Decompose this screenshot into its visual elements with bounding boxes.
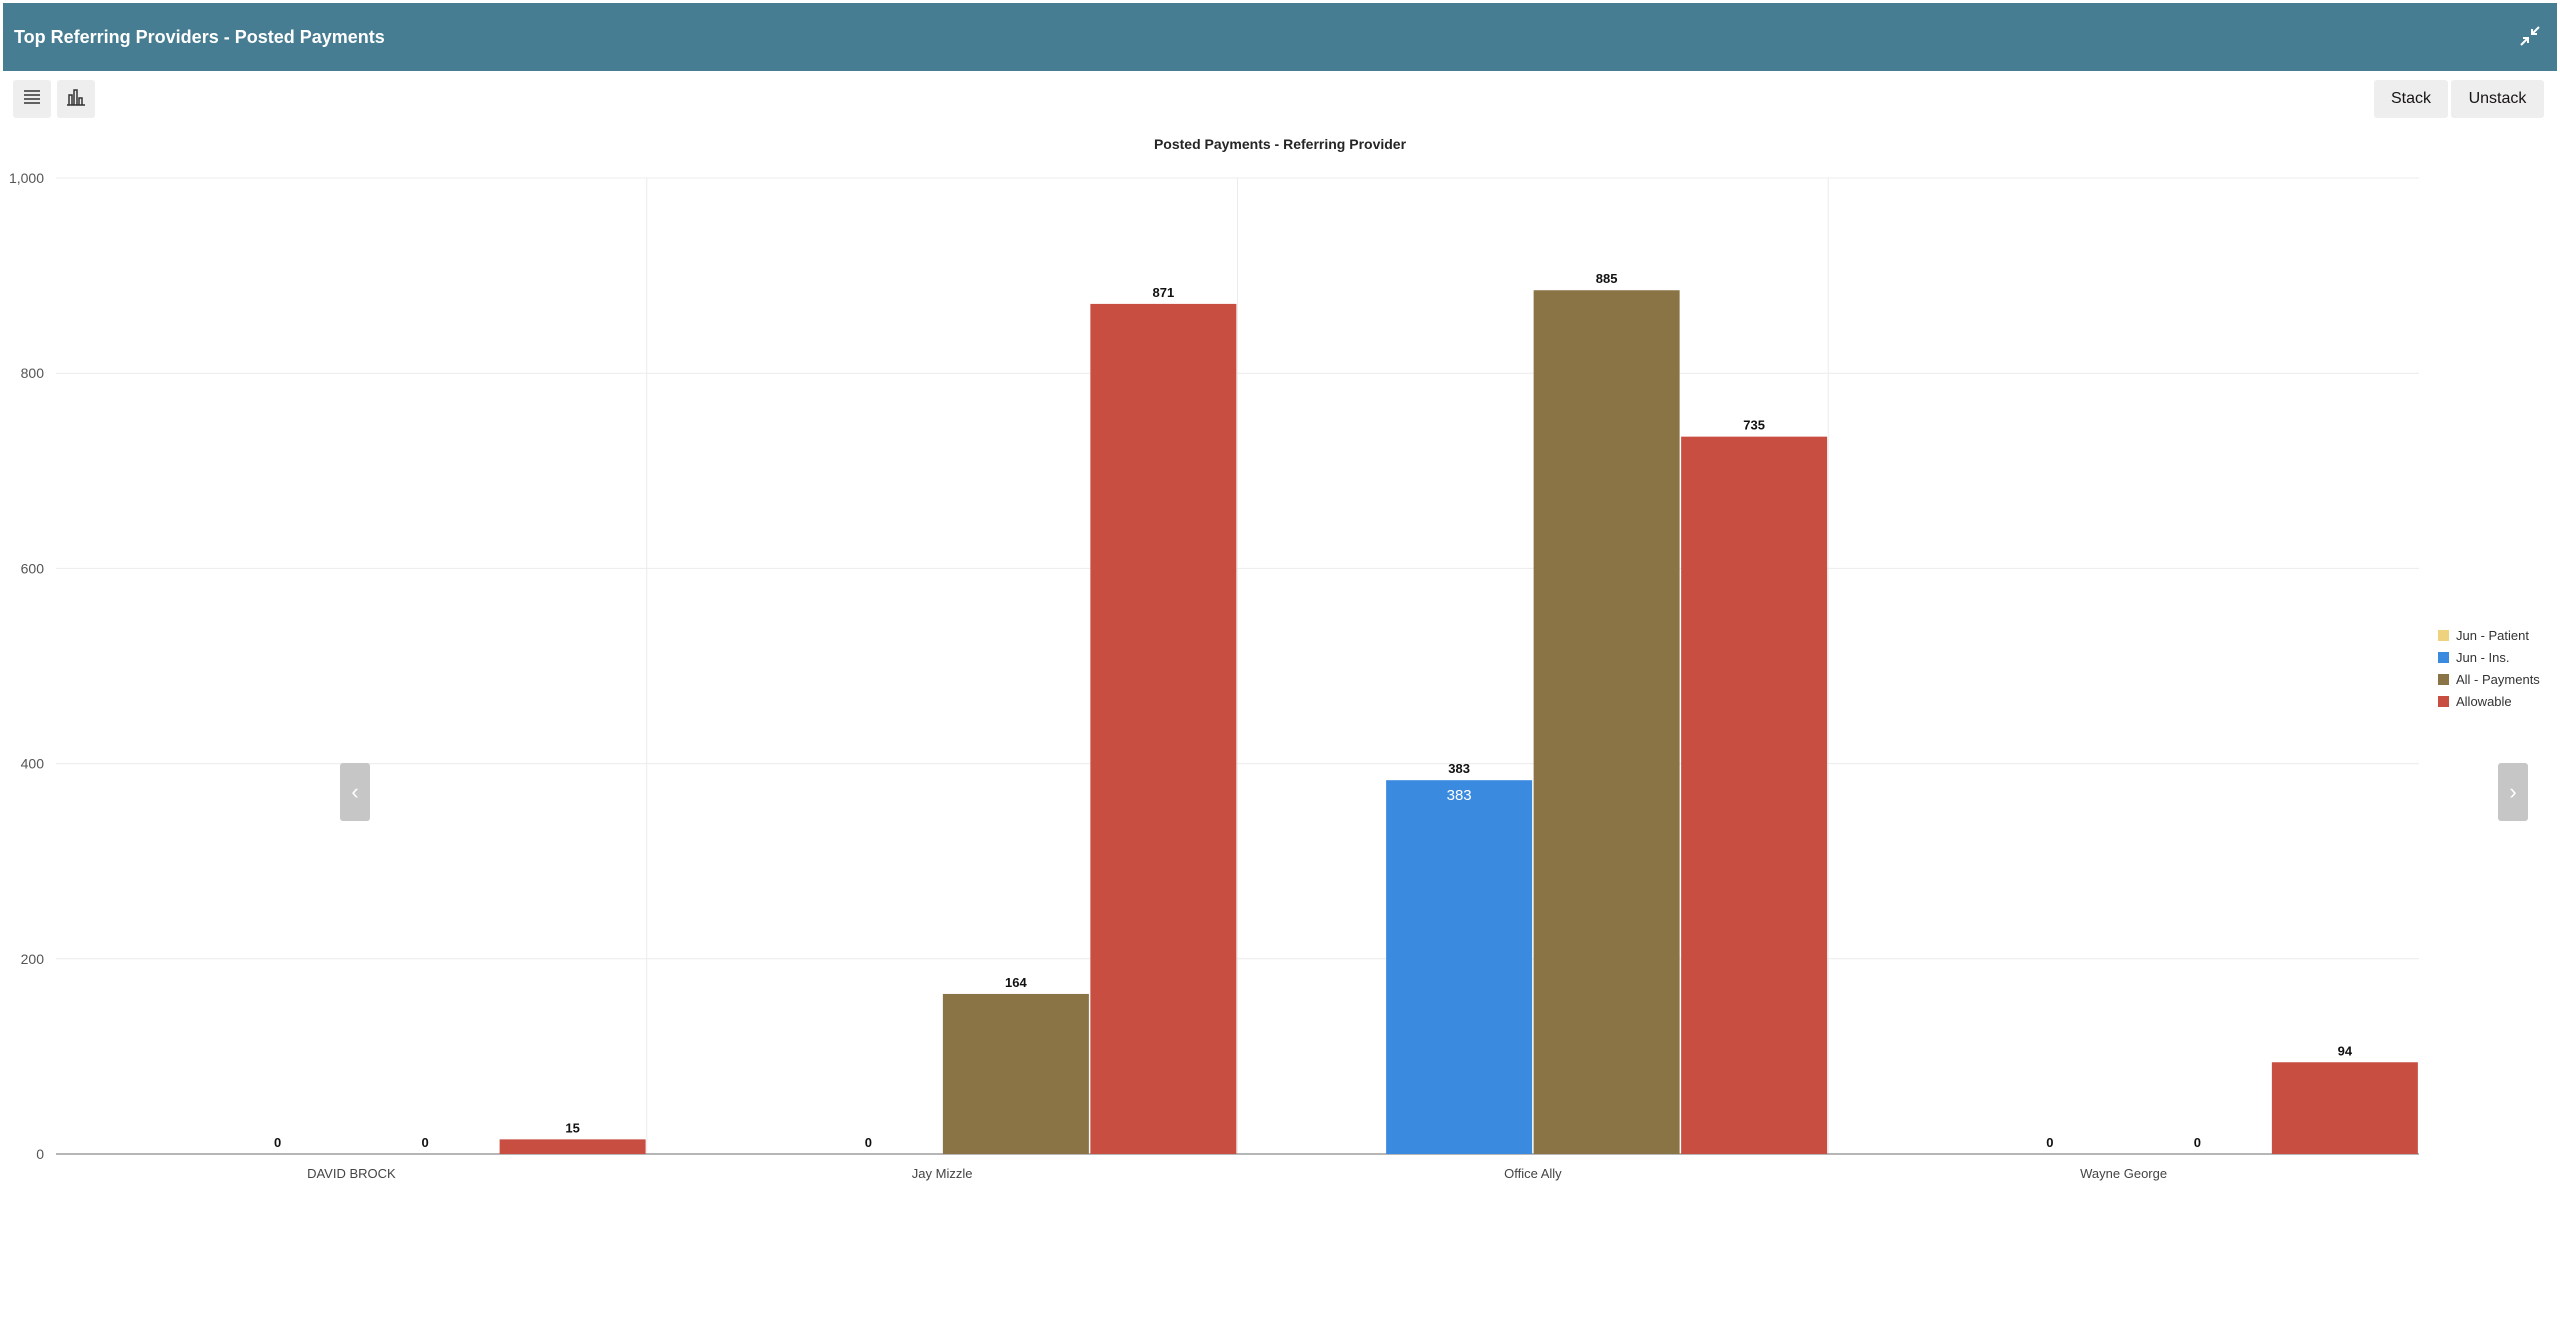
data-label: 871 — [1153, 285, 1175, 300]
unstack-button[interactable]: Unstack — [2451, 80, 2544, 118]
list-icon — [23, 89, 41, 110]
chevron-right-icon[interactable]: › — [2498, 763, 2528, 821]
chart-legend: Jun - Patient Jun - Ins. All - Payments All… — [2438, 624, 2540, 712]
stack-button[interactable]: Stack — [2374, 80, 2448, 118]
collapse-arrows-icon[interactable] — [2517, 23, 2543, 49]
y-tick-label: 400 — [21, 756, 45, 772]
bar-allowable — [2271, 1062, 2418, 1154]
chart-title: Posted Payments - Referring Provider — [1153, 136, 1407, 152]
list-view-button[interactable] — [13, 80, 51, 118]
bar-allowable — [499, 1139, 646, 1154]
y-tick-label: 800 — [21, 365, 45, 381]
data-label: 0 — [274, 1135, 281, 1150]
data-label: 0 — [2046, 1135, 2053, 1150]
legend-item[interactable]: All - Payments — [2438, 668, 2540, 690]
bar-chart-icon — [66, 88, 86, 111]
y-tick-label: 600 — [21, 560, 45, 576]
inbar-data-label: 383 — [1447, 787, 1472, 804]
data-label: 383 — [1448, 761, 1470, 776]
window-header: Top Referring Providers - Posted Payment… — [3, 3, 2557, 71]
bar-allowable — [1090, 303, 1237, 1154]
data-label: 885 — [1596, 271, 1618, 286]
x-tick-label: Wayne George — [2080, 1166, 2167, 1181]
x-tick-label: Office Ally — [1504, 1166, 1562, 1181]
data-label: 0 — [865, 1135, 872, 1150]
chart-view-button[interactable] — [57, 80, 95, 118]
bar-jun-ins — [1386, 780, 1533, 1154]
x-tick-label: Jay Mizzle — [912, 1166, 973, 1181]
bar-allowable — [1681, 436, 1828, 1154]
legend-swatch — [2438, 673, 2449, 685]
legend-label: All - Payments — [2456, 671, 2540, 687]
legend-swatch — [2438, 629, 2449, 641]
legend-item[interactable]: Jun - Ins. — [2438, 646, 2540, 668]
chevron-left-icon[interactable]: ‹ — [340, 763, 370, 821]
data-label: 0 — [2194, 1135, 2201, 1150]
data-label: 94 — [2338, 1043, 2353, 1058]
legend-label: Allowable — [2456, 693, 2512, 709]
bar-all-payments — [1533, 290, 1680, 1154]
data-label: 735 — [1743, 418, 1765, 433]
legend-label: Jun - Patient — [2456, 627, 2529, 643]
bar-all-payments — [942, 993, 1089, 1154]
legend-swatch — [2438, 695, 2449, 707]
window-title: Top Referring Providers - Posted Payment… — [14, 26, 385, 47]
x-tick-label: DAVID BROCK — [307, 1166, 396, 1181]
y-tick-label: 200 — [21, 951, 45, 967]
legend-item[interactable]: Jun - Patient — [2438, 624, 2540, 646]
data-label: 0 — [422, 1135, 429, 1150]
legend-label: Jun - Ins. — [2456, 649, 2510, 665]
y-tick-label: 0 — [36, 1146, 44, 1162]
data-label: 15 — [565, 1120, 579, 1135]
data-label: 164 — [1005, 975, 1027, 990]
legend-swatch — [2438, 651, 2449, 663]
y-tick-label: 1,000 — [9, 170, 44, 186]
legend-item[interactable]: Allowable — [2438, 690, 2540, 712]
